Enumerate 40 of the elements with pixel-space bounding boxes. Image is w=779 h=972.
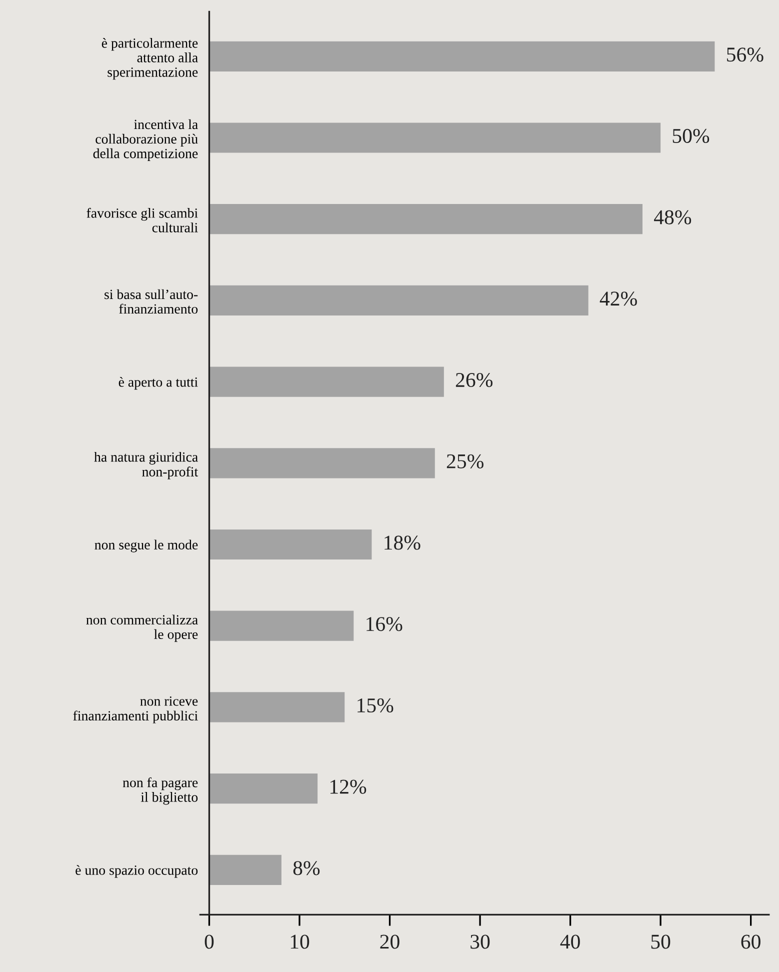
data-label: 48% <box>654 210 692 224</box>
x-tick-label: 50 <box>651 934 670 949</box>
x-tick-label: 60 <box>741 934 760 949</box>
bar <box>209 774 318 804</box>
x-tick-label: 40 <box>560 934 580 949</box>
x-tick-label: 0 <box>204 934 214 949</box>
y-tick-label: è particolarmente attento alla sperimentazione <box>102 38 198 80</box>
y-tick-label: si basa sull’auto- finanziamento <box>104 289 198 314</box>
bar <box>209 529 372 560</box>
bar <box>209 692 345 722</box>
bar <box>209 854 282 885</box>
y-tick-label: non commercializza le opere <box>86 614 198 642</box>
bar <box>209 448 435 478</box>
y-tick-label: ha natura giuridica non-profit <box>94 452 198 480</box>
bar <box>209 610 354 641</box>
data-label: 26% <box>456 372 493 388</box>
y-tick-label: non fa pagare il biglietto <box>122 777 198 805</box>
data-label: 18% <box>384 536 420 550</box>
data-label: 42% <box>600 292 637 306</box>
bar <box>209 41 715 72</box>
x-tick-label: 20 <box>380 934 400 949</box>
y-tick-label: è aperto a tutti <box>118 376 198 390</box>
bar <box>209 122 661 153</box>
x-tick-label: 30 <box>470 934 490 949</box>
y-tick-label: è uno spazio occupato <box>76 865 198 878</box>
data-label: 16% <box>366 617 402 632</box>
y-tick-label: favorisce gli scambi culturali <box>86 208 198 232</box>
data-label: 12% <box>330 780 366 794</box>
data-label: 25% <box>446 454 484 468</box>
bar <box>209 366 444 397</box>
data-label: 15% <box>358 698 394 712</box>
x-tick-label: 10 <box>290 934 310 949</box>
y-tick-label: non segue le mode <box>94 540 198 552</box>
bar <box>209 204 642 234</box>
data-label: 8% <box>293 861 320 876</box>
data-label: 50% <box>672 128 710 144</box>
data-label: 56% <box>727 48 764 62</box>
bar <box>209 285 588 316</box>
y-tick-label: incentiva la collaborazione più della competizione <box>93 119 198 162</box>
y-tick-label: non riceve finanziamenti pubblici <box>73 696 198 724</box>
